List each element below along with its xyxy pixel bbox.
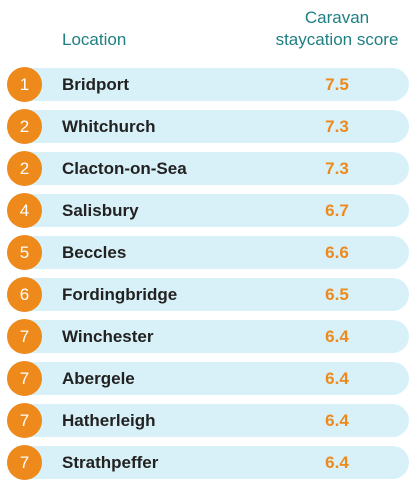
location-name: Fordingbridge bbox=[62, 285, 178, 304]
rank-badge: 2 bbox=[7, 151, 42, 186]
location-name: Bridport bbox=[62, 75, 130, 94]
table-row: 4 Salisbury 6.7 bbox=[0, 190, 415, 232]
table-row: 2 Clacton-on-Sea 7.3 bbox=[0, 148, 415, 190]
location-name: Beccles bbox=[62, 243, 127, 262]
score-value: 7.5 bbox=[325, 75, 349, 94]
score-value: 6.5 bbox=[325, 285, 349, 304]
table-body: 1 Bridport 7.5 2 Whitchurch 7.3 2 Clacto… bbox=[0, 64, 415, 484]
table-row: 6 Fordingbridge 6.5 bbox=[0, 274, 415, 316]
rank-badge: 5 bbox=[7, 235, 42, 270]
location-name: Salisbury bbox=[62, 201, 139, 220]
rank-badge: 1 bbox=[7, 67, 42, 102]
score-header-line2: staycation score bbox=[275, 30, 399, 49]
row-band bbox=[16, 68, 409, 101]
table-row: 7 Hatherleigh 6.4 bbox=[0, 400, 415, 442]
table-row: 7 Abergele 6.4 bbox=[0, 358, 415, 400]
score-value: 6.7 bbox=[325, 201, 349, 220]
rank-badge: 2 bbox=[7, 109, 42, 144]
rank-badge: 7 bbox=[7, 319, 42, 354]
location-name: Strathpeffer bbox=[62, 453, 159, 472]
table-row: 5 Beccles 6.6 bbox=[0, 232, 415, 274]
row-band bbox=[16, 278, 409, 311]
table-row: 7 Winchester 6.4 bbox=[0, 316, 415, 358]
score-value: 6.6 bbox=[325, 243, 349, 262]
rank-badge: 7 bbox=[7, 445, 42, 480]
score-value: 7.3 bbox=[325, 159, 349, 178]
row-band bbox=[16, 110, 409, 143]
table-row: 2 Whitchurch 7.3 bbox=[0, 106, 415, 148]
rank-badge: 4 bbox=[7, 193, 42, 228]
score-value: 6.4 bbox=[325, 327, 349, 346]
location-name: Whitchurch bbox=[62, 117, 156, 136]
table-row: 7 Strathpeffer 6.4 bbox=[0, 442, 415, 484]
score-column-header: Caravan staycation score bbox=[268, 7, 406, 51]
row-band bbox=[16, 404, 409, 437]
location-name: Winchester bbox=[62, 327, 154, 346]
row-band bbox=[16, 320, 409, 353]
score-value: 6.4 bbox=[325, 369, 349, 388]
row-band bbox=[16, 362, 409, 395]
row-band bbox=[16, 446, 409, 479]
row-band bbox=[16, 236, 409, 269]
table-row: 1 Bridport 7.5 bbox=[0, 64, 415, 106]
row-band bbox=[16, 194, 409, 227]
rank-badge: 7 bbox=[7, 403, 42, 438]
rank-badge: 7 bbox=[7, 361, 42, 396]
location-name: Clacton-on-Sea bbox=[62, 159, 187, 178]
location-name: Hatherleigh bbox=[62, 411, 156, 430]
score-header-line1: Caravan bbox=[304, 8, 370, 27]
score-value: 7.3 bbox=[325, 117, 349, 136]
location-column-header: Location bbox=[62, 30, 127, 49]
location-name: Abergele bbox=[62, 369, 135, 388]
score-value: 6.4 bbox=[325, 411, 349, 430]
score-value: 6.4 bbox=[325, 453, 349, 472]
row-band bbox=[16, 152, 409, 185]
rank-badge: 6 bbox=[7, 277, 42, 312]
